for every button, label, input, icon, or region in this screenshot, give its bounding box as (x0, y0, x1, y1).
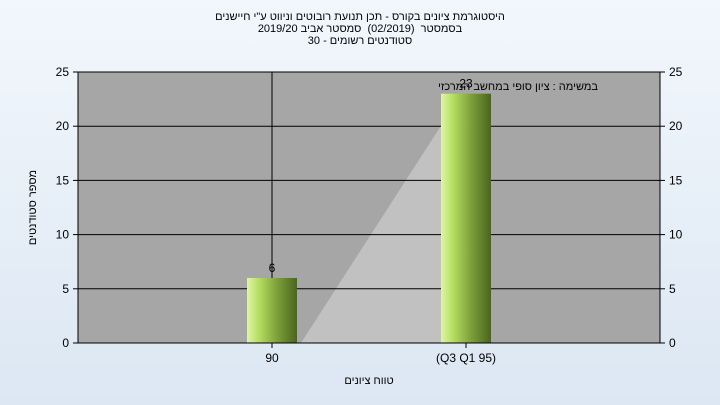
y-tick-label-left: 25 (56, 65, 70, 79)
y-tick-label-left: 10 (56, 228, 70, 242)
x-tick-label: (Q3 Q1 95) (436, 351, 496, 365)
y-tick-label-right: 15 (669, 173, 683, 187)
y-tick-label-left: 20 (56, 119, 70, 133)
y-axis-label: מספר סטודנטים (27, 170, 39, 245)
y-tick-label-right: 0 (669, 336, 676, 350)
chart-title-line-1: היסטוגרמת ציונים בקורס - תכן תנועת רובוט… (215, 11, 505, 23)
y-tick-label-right: 10 (669, 228, 683, 242)
x-axis-label: טווח ציונים (344, 375, 393, 387)
bar (441, 93, 491, 344)
y-tick-label-left: 5 (62, 282, 69, 296)
bar-data-label: 23 (459, 77, 473, 91)
y-tick-label-right: 20 (669, 119, 683, 133)
x-tick-label: 90 (265, 351, 279, 365)
y-tick-label-right: 25 (669, 65, 683, 79)
y-tick-label-left: 15 (56, 173, 70, 187)
y-tick-label-right: 5 (669, 282, 676, 296)
gridlines (78, 71, 660, 290)
chart-title-line-2: בסמסטר (02/2019) סמסטר אביב 2019/20 (257, 23, 463, 35)
chart-title-line-3: סטודנטים רשומים - 30 (307, 35, 413, 47)
y-tick-label-left: 0 (62, 336, 69, 350)
axes-group: 0 0 5 5 10 10 15 15 20 20 25 25 90 (Q3 Q1 95) (56, 65, 683, 365)
bar (247, 277, 297, 343)
bars-group: 623 (247, 77, 491, 344)
chart-annotation: במשימה : ציון סופי במחשב המרכזי (438, 81, 598, 93)
